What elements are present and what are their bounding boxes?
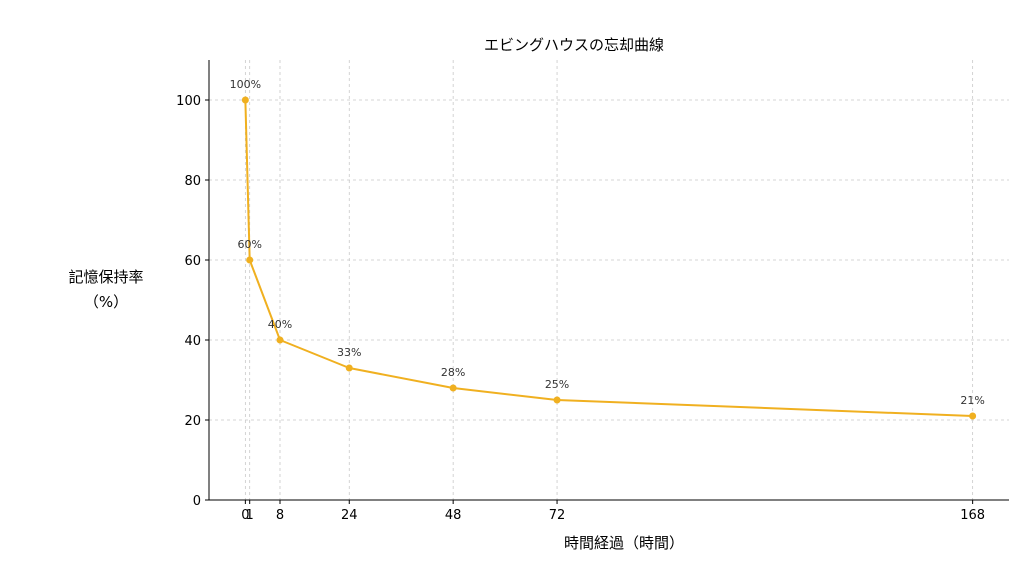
y-ticks: 0 20 40 60 80 100 <box>176 94 209 509</box>
x-tick-label: 48 <box>445 508 462 523</box>
data-label: 25% <box>545 378 569 391</box>
data-point <box>246 256 254 264</box>
y-tick-label: 20 <box>184 414 201 429</box>
data-point <box>449 384 457 392</box>
series-line-path <box>244 99 973 417</box>
data-point <box>345 364 353 372</box>
data-label: 21% <box>960 394 984 407</box>
data-points <box>241 96 977 420</box>
x-axis-label: 時間経過（時間） <box>564 534 684 552</box>
x-ticks: 01 8 24 48 72 168 <box>241 500 985 523</box>
data-label: 60% <box>237 238 261 251</box>
data-label: 40% <box>268 318 292 331</box>
data-point <box>241 96 249 104</box>
data-label: 100% <box>230 78 261 91</box>
x-tick-label: 72 <box>549 508 566 523</box>
grid-lines <box>209 60 1009 501</box>
x-tick-label: 24 <box>341 508 358 523</box>
y-tick-label: 80 <box>184 174 201 189</box>
x-tick-label: 0 <box>241 508 249 523</box>
x-tick-label: 168 <box>960 508 985 523</box>
data-point <box>553 396 561 404</box>
y-tick-label: 40 <box>184 334 201 349</box>
chart-title: エビングハウスの忘却曲線 <box>484 36 664 54</box>
y-tick-label: 60 <box>184 254 201 269</box>
data-label: 28% <box>441 366 465 379</box>
data-labels: 100% 60% 40% 33% 28% 25% 21% <box>230 78 985 407</box>
x-tick-label: 8 <box>276 508 284 523</box>
data-point <box>969 412 977 420</box>
series-line <box>244 99 973 417</box>
y-tick-label: 0 <box>193 494 201 509</box>
y-tick-label: 100 <box>176 94 201 109</box>
y-axis-label-line2: （%） <box>84 293 128 311</box>
x-tick-label: 1 <box>246 508 254 523</box>
data-label: 33% <box>337 346 361 359</box>
y-axis-label-line1: 記憶保持率 <box>68 268 143 286</box>
data-point <box>276 336 284 344</box>
axes <box>208 60 1009 501</box>
